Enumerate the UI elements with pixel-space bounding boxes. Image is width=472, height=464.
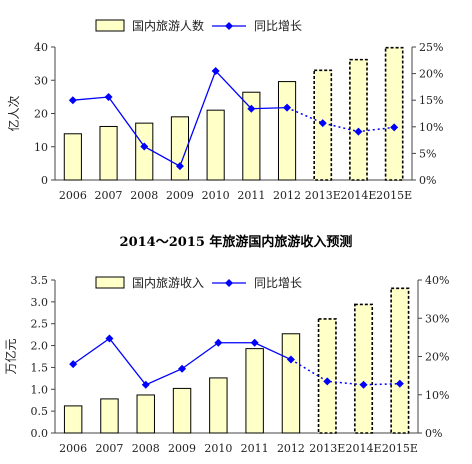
tourists-chart: 0 10 20 30 40 0% 5% 10% 15% 20% 25% 亿人次 2006 2007 2008… bbox=[6, 18, 443, 202]
y-tick-label: 0.0 bbox=[31, 427, 49, 440]
y-tick-label: 30 bbox=[34, 74, 48, 87]
bar bbox=[317, 318, 337, 434]
y-tick-label: 2.0 bbox=[31, 340, 49, 353]
y2-tick-label: 25% bbox=[419, 41, 443, 54]
x-tick-label: 2008 bbox=[132, 442, 160, 455]
legend-line-label: 同比增长 bbox=[254, 19, 302, 33]
bar bbox=[354, 303, 374, 434]
legend-line-label: 同比增长 bbox=[254, 276, 302, 290]
x-tick-label: 2013E bbox=[309, 442, 345, 455]
x-tick-label: 2010 bbox=[202, 189, 230, 202]
legend-line-marker bbox=[225, 22, 233, 30]
growth-marker bbox=[247, 104, 256, 113]
y-tick-label: 20 bbox=[34, 108, 48, 121]
bar bbox=[277, 81, 297, 181]
growth-marker bbox=[211, 66, 220, 75]
x-tick-label: 2012 bbox=[273, 189, 301, 202]
bar bbox=[99, 125, 118, 181]
y2-tick-label: 0% bbox=[425, 427, 442, 440]
growth-marker bbox=[214, 338, 223, 347]
x-tick-label: 2007 bbox=[95, 442, 123, 455]
x-tick-label: 2007 bbox=[95, 189, 123, 202]
legend-bar-label: 国内旅游人数 bbox=[132, 18, 204, 33]
growth-marker bbox=[318, 119, 327, 128]
x-tick-label: 2008 bbox=[130, 189, 158, 202]
y-tick-label: 3.5 bbox=[31, 274, 49, 287]
legend-line-marker bbox=[225, 279, 233, 287]
x-tick-label: 2015E bbox=[382, 442, 418, 455]
bar bbox=[136, 394, 155, 434]
growth-marker bbox=[359, 380, 368, 389]
x-tick-label: 2013E bbox=[305, 189, 341, 202]
x-tick-label: 2012 bbox=[277, 442, 305, 455]
growth-marker bbox=[68, 96, 77, 105]
bar bbox=[384, 46, 404, 181]
y2-tick-label: 10% bbox=[425, 389, 449, 402]
growth-marker bbox=[390, 123, 399, 132]
growth-marker bbox=[323, 377, 332, 386]
legend-bar-swatch bbox=[95, 19, 125, 32]
y-tick-label: 1.0 bbox=[31, 383, 49, 396]
y2-tick-label: 10% bbox=[419, 121, 443, 134]
y2-tick-label: 5% bbox=[419, 147, 436, 160]
bar bbox=[172, 387, 192, 434]
growth-marker bbox=[140, 142, 149, 151]
bar bbox=[209, 377, 228, 434]
y-tick-label: 10 bbox=[34, 141, 48, 154]
growth-marker bbox=[141, 380, 150, 389]
growth-marker bbox=[175, 162, 184, 171]
bar bbox=[100, 398, 119, 434]
bar bbox=[242, 91, 261, 181]
growth-marker bbox=[354, 127, 363, 136]
growth-line-forecast bbox=[290, 358, 400, 386]
growth-marker bbox=[178, 364, 187, 373]
x-tick-label: 2011 bbox=[241, 442, 269, 455]
bar bbox=[349, 58, 368, 181]
growth-marker bbox=[395, 379, 404, 388]
x-tick-label: 2006 bbox=[59, 442, 87, 455]
y2-tick-label: 40% bbox=[425, 274, 449, 287]
x-tick-label: 2014E bbox=[346, 442, 382, 455]
y-axis-label: 万亿元 bbox=[3, 338, 18, 374]
x-tick-label: 2006 bbox=[59, 189, 87, 202]
y-tick-label: 1.5 bbox=[31, 361, 49, 374]
growth-marker bbox=[286, 355, 295, 364]
y-tick-label: 2.5 bbox=[31, 318, 49, 331]
bar bbox=[390, 287, 410, 434]
legend-bar-swatch bbox=[95, 276, 125, 289]
y-tick-label: 40 bbox=[34, 41, 48, 54]
revenue-chart-title: 2014～2015 年旅游国内旅游收入预测 bbox=[119, 235, 353, 250]
y2-tick-label: 15% bbox=[419, 94, 443, 107]
growth-marker bbox=[105, 334, 114, 343]
growth-marker bbox=[250, 338, 259, 347]
y2-tick-label: 0% bbox=[419, 174, 436, 187]
legend-bar-label: 国内旅游收入 bbox=[132, 276, 204, 290]
y-axis-label: 亿人次 bbox=[6, 95, 21, 131]
growth-marker bbox=[283, 103, 292, 112]
bar bbox=[63, 405, 83, 434]
bar bbox=[245, 348, 264, 434]
bar bbox=[281, 333, 301, 434]
y2-tick-label: 30% bbox=[425, 312, 449, 325]
bar bbox=[63, 133, 82, 181]
y2-tick-label: 20% bbox=[419, 68, 443, 81]
growth-marker bbox=[69, 360, 78, 369]
growth-marker bbox=[104, 93, 113, 102]
y-tick-label: 0.5 bbox=[31, 405, 49, 418]
y-tick-label: 0 bbox=[41, 174, 48, 187]
y2-tick-label: 20% bbox=[425, 351, 449, 364]
x-tick-label: 2010 bbox=[204, 442, 232, 455]
x-tick-label: 2014E bbox=[340, 189, 376, 202]
x-tick-label: 2011 bbox=[237, 189, 265, 202]
x-tick-label: 2009 bbox=[166, 189, 194, 202]
bar bbox=[206, 109, 225, 181]
x-tick-label: 2009 bbox=[168, 442, 196, 455]
y-tick-label: 3.0 bbox=[31, 296, 49, 309]
x-tick-label: 2015E bbox=[376, 189, 412, 202]
